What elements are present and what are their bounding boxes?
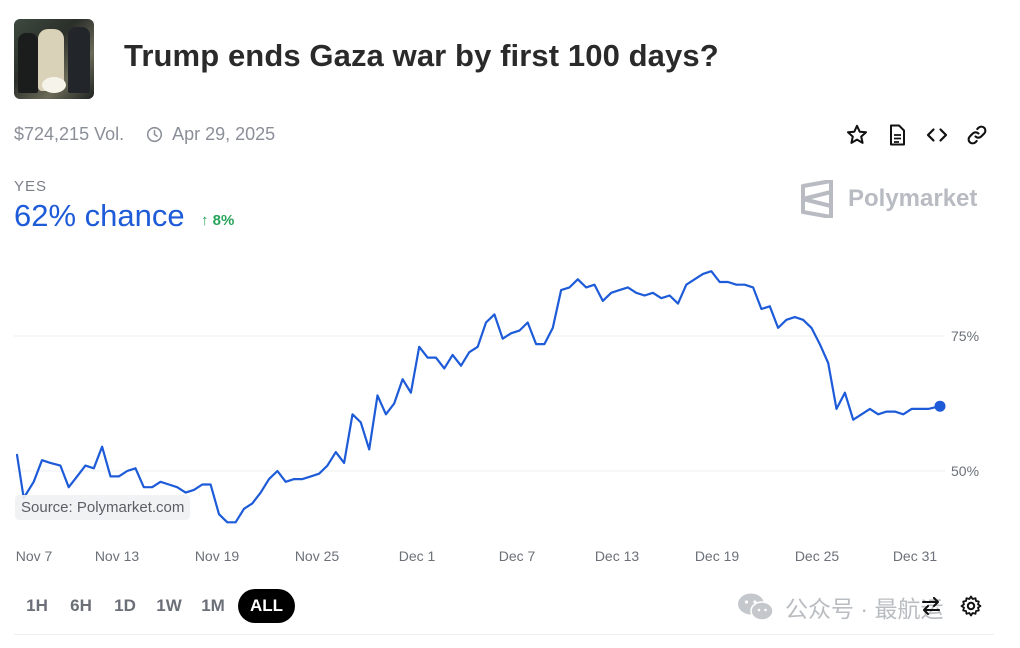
polymarket-logo: Polymarket: [800, 180, 977, 218]
change-badge: ↑ 8%: [201, 212, 235, 229]
x-tick-label: Nov 7: [16, 548, 53, 564]
swap-icon[interactable]: [919, 594, 943, 618]
star-icon: [847, 124, 867, 144]
y-tick-label: 50%: [951, 463, 979, 479]
end-date-label: Apr 29, 2025: [172, 124, 276, 144]
x-tick-label: Nov 19: [195, 548, 240, 564]
time-range-selector: 1H 6H 1D 1W 1M ALL: [18, 589, 296, 623]
link-icon: [967, 125, 987, 145]
watermark: 公众号 · 最航运: [737, 590, 943, 624]
settings-gear-icon[interactable]: [959, 594, 983, 618]
embed-button[interactable]: [924, 122, 950, 148]
x-tick-label: Nov 25: [295, 548, 340, 564]
range-button-all[interactable]: ALL: [238, 589, 296, 623]
market-meta: $724,215 Vol. Apr 29, 2025: [14, 124, 275, 145]
document-button[interactable]: [884, 122, 910, 148]
brand-name: Polymarket: [848, 185, 978, 212]
x-tick-label: Nov 13: [95, 548, 140, 564]
action-bar: [844, 122, 990, 148]
market-thumbnail: [14, 19, 94, 99]
x-tick-label: Dec 1: [399, 548, 436, 564]
divider: [14, 634, 994, 635]
current-value-point: [934, 400, 946, 412]
outcome-label: YES: [14, 178, 48, 195]
market-title: Trump ends Gaza war by first 100 days?: [124, 38, 719, 73]
document-icon: [890, 124, 905, 146]
polymarket-logo-icon: [801, 180, 833, 218]
chance-value: 62% chance: [14, 198, 185, 233]
volume-label: $724,215 Vol.: [14, 124, 125, 144]
wechat-icon: [738, 593, 774, 621]
y-tick-label: 75%: [951, 328, 979, 344]
x-tick-label: Dec 13: [595, 548, 640, 564]
chart-tools: [919, 594, 983, 618]
source-label: Source: Polymarket.com: [15, 495, 191, 520]
link-button[interactable]: [964, 122, 990, 148]
range-button-1m[interactable]: 1M: [201, 596, 225, 615]
price-chart: 75% 50% Nov 7 Nov 13 Nov 19 Nov 25 Dec 1 Dec 7 D…: [14, 270, 979, 564]
x-tick-label: Dec 31: [893, 548, 938, 564]
series-line: [15, 270, 942, 524]
range-button-1h[interactable]: 1H: [26, 596, 48, 615]
x-tick-label: Dec 19: [695, 548, 740, 564]
star-button[interactable]: [844, 122, 870, 148]
x-tick-label: Dec 25: [795, 548, 840, 564]
watermark-text: 公众号 · 最航运: [785, 596, 944, 622]
code-icon: [926, 128, 948, 142]
range-button-1w[interactable]: 1W: [156, 596, 182, 615]
range-button-6h[interactable]: 6H: [70, 596, 92, 615]
clock-icon: [147, 126, 163, 143]
range-button-1d[interactable]: 1D: [114, 596, 136, 615]
x-tick-label: Dec 7: [499, 548, 536, 564]
